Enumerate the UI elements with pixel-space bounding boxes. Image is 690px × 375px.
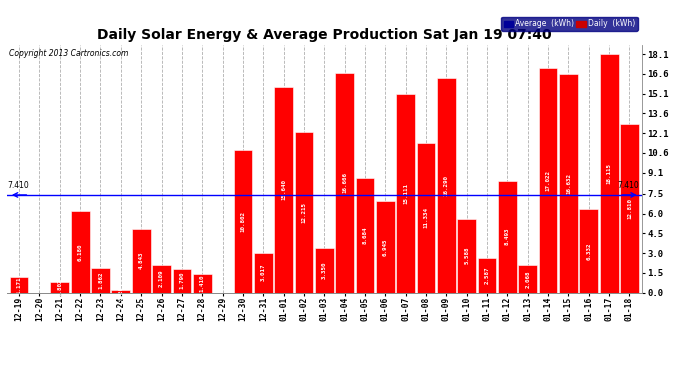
Text: 3.017: 3.017 xyxy=(261,264,266,281)
Bar xyxy=(396,94,415,292)
Bar xyxy=(274,87,293,292)
Text: 5.588: 5.588 xyxy=(464,247,469,264)
Title: Daily Solar Energy & Average Production Sat Jan 19 07:40: Daily Solar Energy & Average Production … xyxy=(97,28,551,42)
Legend: Average  (kWh), Daily  (kWh): Average (kWh), Daily (kWh) xyxy=(501,16,638,31)
Text: 7.410: 7.410 xyxy=(7,182,29,190)
Bar xyxy=(10,277,28,292)
Bar xyxy=(152,265,171,292)
Bar xyxy=(539,68,558,292)
Text: 8.493: 8.493 xyxy=(505,228,510,245)
Text: 15.111: 15.111 xyxy=(403,183,408,204)
Bar xyxy=(518,265,537,292)
Text: 2.109: 2.109 xyxy=(159,270,164,287)
Text: 12.810: 12.810 xyxy=(627,198,632,219)
Text: 6.180: 6.180 xyxy=(78,243,83,261)
Text: 18.115: 18.115 xyxy=(607,163,611,184)
Text: 0.802: 0.802 xyxy=(57,279,62,296)
Text: 1.790: 1.790 xyxy=(179,272,184,290)
Text: 17.022: 17.022 xyxy=(546,170,551,191)
Bar xyxy=(50,282,69,292)
Bar xyxy=(355,178,375,292)
Bar xyxy=(437,78,455,292)
Text: Copyright 2013 Cartronics.com: Copyright 2013 Cartronics.com xyxy=(9,49,128,58)
Text: 8.684: 8.684 xyxy=(362,226,368,244)
Text: 0.204: 0.204 xyxy=(119,282,124,300)
Bar xyxy=(233,150,253,292)
Bar xyxy=(315,248,334,292)
Bar xyxy=(254,253,273,292)
Text: 1.862: 1.862 xyxy=(98,272,103,289)
Bar xyxy=(376,201,395,292)
Bar xyxy=(559,74,578,292)
Bar xyxy=(580,209,598,292)
Bar xyxy=(498,181,517,292)
Text: 11.334: 11.334 xyxy=(424,207,428,228)
Text: 6.945: 6.945 xyxy=(383,238,388,255)
Bar xyxy=(91,268,110,292)
Bar xyxy=(172,269,191,292)
Bar xyxy=(477,258,496,292)
Text: 16.666: 16.666 xyxy=(342,172,347,193)
Text: 6.332: 6.332 xyxy=(586,242,591,260)
Text: 16.290: 16.290 xyxy=(444,175,449,196)
Text: 2.587: 2.587 xyxy=(484,267,490,284)
Text: 1.171: 1.171 xyxy=(17,276,21,294)
Text: 7.410: 7.410 xyxy=(617,182,639,190)
Text: 1.410: 1.410 xyxy=(199,274,205,292)
Bar xyxy=(457,219,476,292)
Bar xyxy=(417,143,435,292)
Bar xyxy=(335,73,354,292)
Bar xyxy=(132,229,150,292)
Text: 15.640: 15.640 xyxy=(281,179,286,200)
Bar xyxy=(620,124,639,292)
Bar xyxy=(112,290,130,292)
Bar xyxy=(295,132,313,292)
Text: 16.632: 16.632 xyxy=(566,172,571,194)
Text: 2.068: 2.068 xyxy=(525,270,530,288)
Text: 4.843: 4.843 xyxy=(139,252,144,269)
Text: 3.350: 3.350 xyxy=(322,262,327,279)
Bar xyxy=(600,54,618,292)
Bar xyxy=(71,211,90,292)
Text: 10.802: 10.802 xyxy=(240,211,246,232)
Bar xyxy=(193,274,212,292)
Text: 12.215: 12.215 xyxy=(302,202,306,223)
